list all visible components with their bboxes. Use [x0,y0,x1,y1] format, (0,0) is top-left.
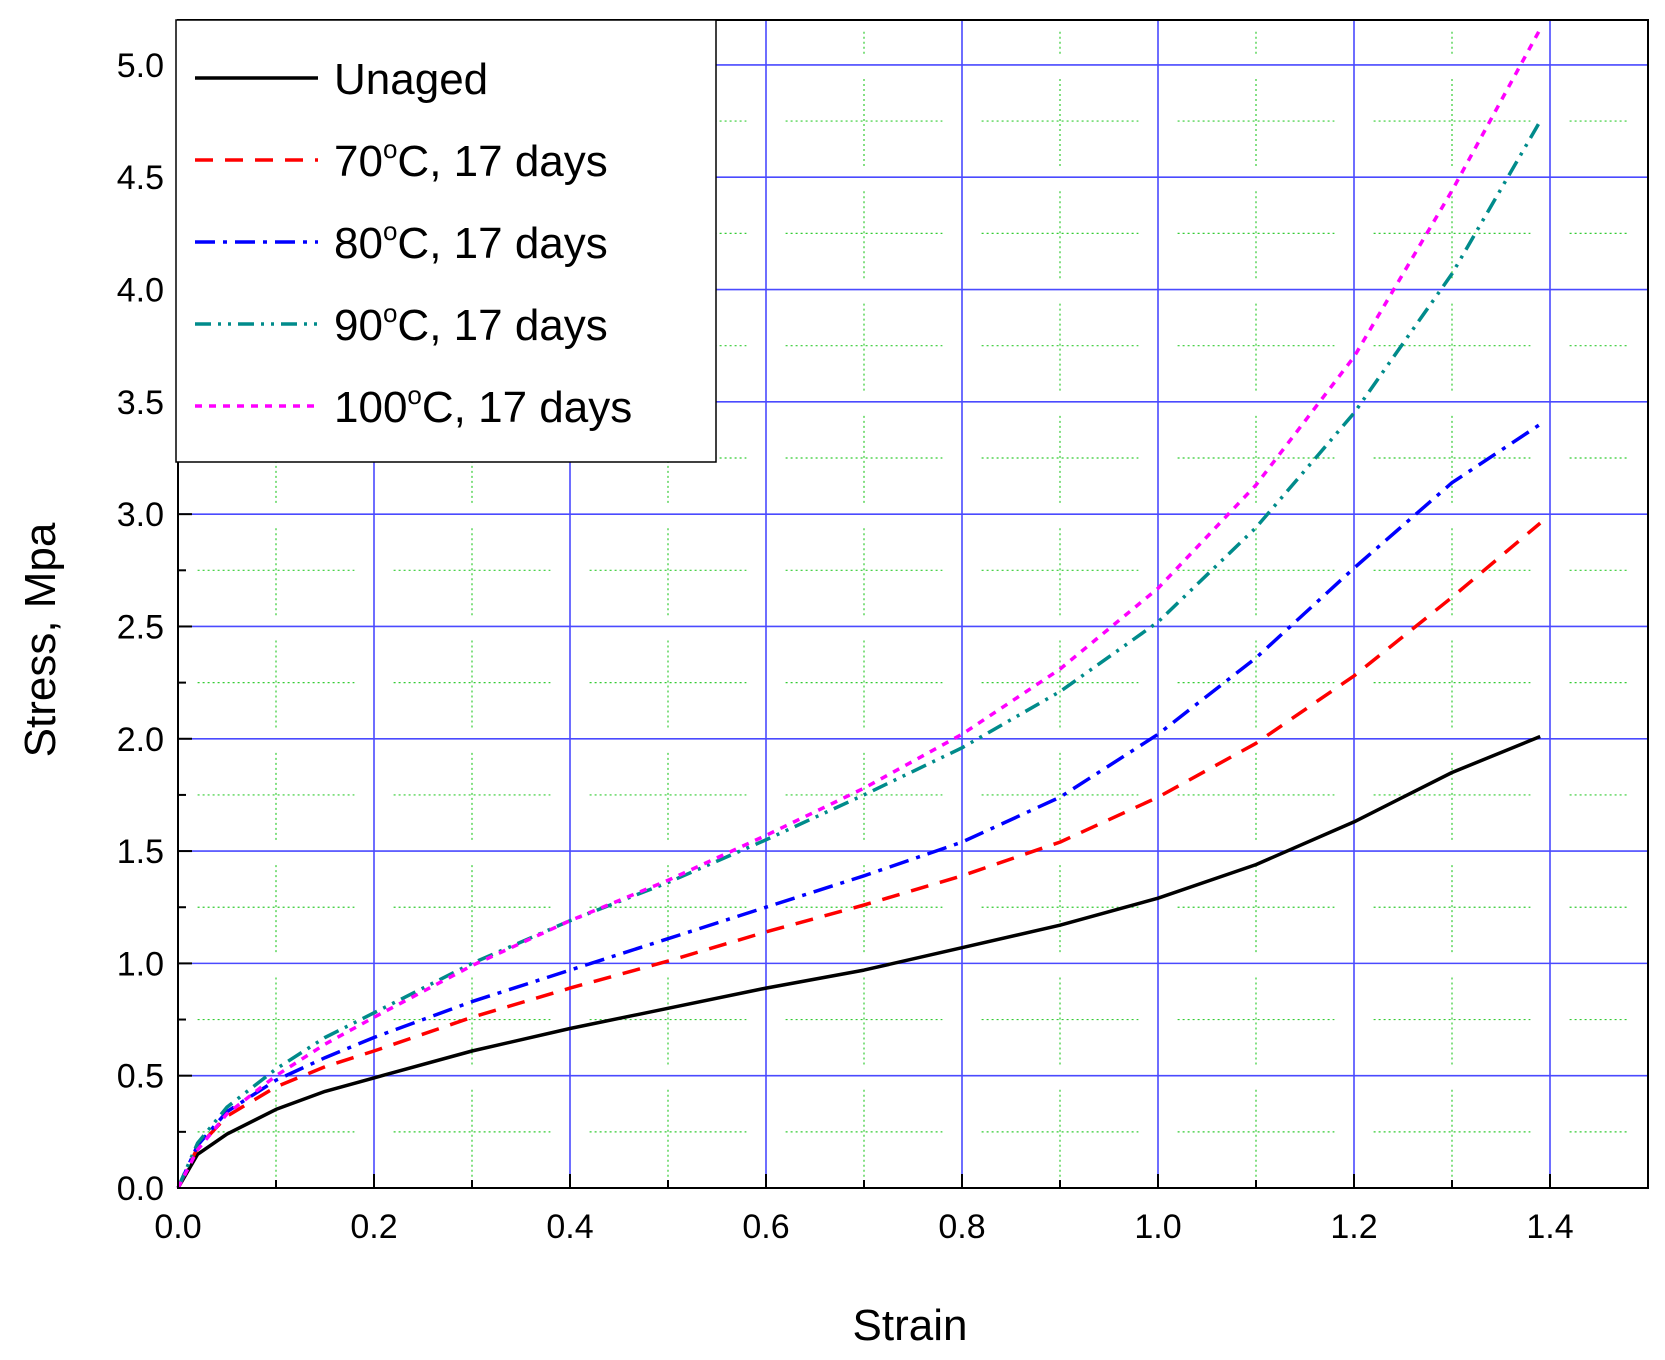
x-tick-label: 1.2 [1330,1208,1377,1246]
y-tick-label: 4.0 [117,272,164,310]
legend-label-0: Unaged [334,55,488,104]
degree-symbol: o [383,298,397,328]
legend-temp: 90 [334,301,383,350]
degree-symbol: o [407,380,421,410]
legend-suffix: C, 17 days [397,137,607,186]
legend-temp: 80 [334,219,383,268]
series-layer [176,28,1542,1189]
x-tick-label: 1.4 [1526,1208,1573,1246]
x-tick-label: 0.6 [742,1208,789,1246]
x-tick-label: 0.0 [154,1208,201,1246]
series-line-1 [176,521,1542,1189]
x-tick-label: 0.4 [546,1208,593,1246]
legend-label-3: 90oC, 17 days [334,298,608,350]
degree-symbol: o [383,216,397,246]
y-tick-labels: 0.0 0.5 1.0 1.5 2.0 2.5 3.0 3.5 4.0 4.5 5.0 [117,47,164,1208]
series-line-3 [176,120,1542,1189]
degree-symbol: o [383,134,397,164]
legend-temp: 70 [334,137,383,186]
x-tick-labels: 0.0 0.2 0.4 0.6 0.8 1.0 1.2 1.4 [154,1208,1573,1246]
y-tick-label: 1.0 [117,945,164,983]
series-line-4 [176,28,1542,1189]
x-tick-label: 0.8 [938,1208,985,1246]
legend-temp: 100 [334,383,407,432]
y-tick-label: 2.5 [117,608,164,646]
legend-suffix: C, 17 days [397,301,607,350]
x-tick-label: 1.0 [1134,1208,1181,1246]
x-tick-label: 0.2 [350,1208,397,1246]
y-tick-label: 1.5 [117,833,164,871]
legend-label-4: 100oC, 17 days [334,380,632,432]
series-line-2 [176,422,1542,1189]
x-axis-label: Strain [853,1301,968,1350]
series-line-0 [176,734,1541,1189]
y-tick-label: 0.0 [117,1170,164,1208]
plot-frame [177,19,1649,1189]
y-axis-label: Stress, Mpa [16,522,65,757]
y-tick-label: 5.0 [117,47,164,85]
y-tick-label: 3.5 [117,384,164,422]
y-tick-label: 0.5 [117,1058,164,1096]
y-tick-label: 3.0 [117,496,164,534]
minor-gridlines [197,31,1629,1177]
y-tick-label: 2.0 [117,721,164,759]
legend-label-2: 80oC, 17 days [334,216,608,268]
legend-name: Unaged [334,55,488,104]
legend-label-1: 70oC, 17 days [334,134,608,186]
y-tick-label: 4.5 [117,159,164,197]
legend-suffix: C, 17 days [397,219,607,268]
legend-suffix: C, 17 days [422,383,632,432]
